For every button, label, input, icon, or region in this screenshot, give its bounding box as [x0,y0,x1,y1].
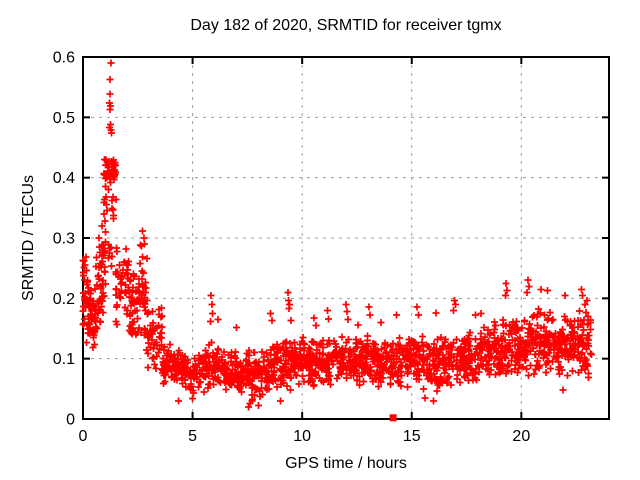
y-tick-label: 0.1 [53,351,75,368]
y-tick-label: 0.6 [53,50,75,67]
plot-layer: 0 5 10 15 20 0 0.1 0.2 0.3 0.4 0.5 0.6 [53,50,610,445]
y-tick-label: 0 [66,412,75,429]
chart-title: Day 182 of 2020, SRMTID for receiver tgm… [190,17,501,34]
y-tick-label: 0.3 [53,231,75,248]
y-tick-label: 0.5 [53,110,75,127]
x-tick-label: 10 [293,428,311,445]
x-tick-label: 15 [403,428,421,445]
x-axis-label: GPS time / hours [285,455,407,472]
scatter-points [79,59,595,411]
x-tick-label: 20 [512,428,530,445]
y-axis-label: SRMTID / TECUs [20,175,37,301]
square-marker [389,414,397,422]
y-tick-label: 0.4 [53,170,75,187]
x-tick-label: 5 [188,428,197,445]
y-tick-label: 0.2 [53,291,75,308]
x-tick-label: 0 [79,428,88,445]
